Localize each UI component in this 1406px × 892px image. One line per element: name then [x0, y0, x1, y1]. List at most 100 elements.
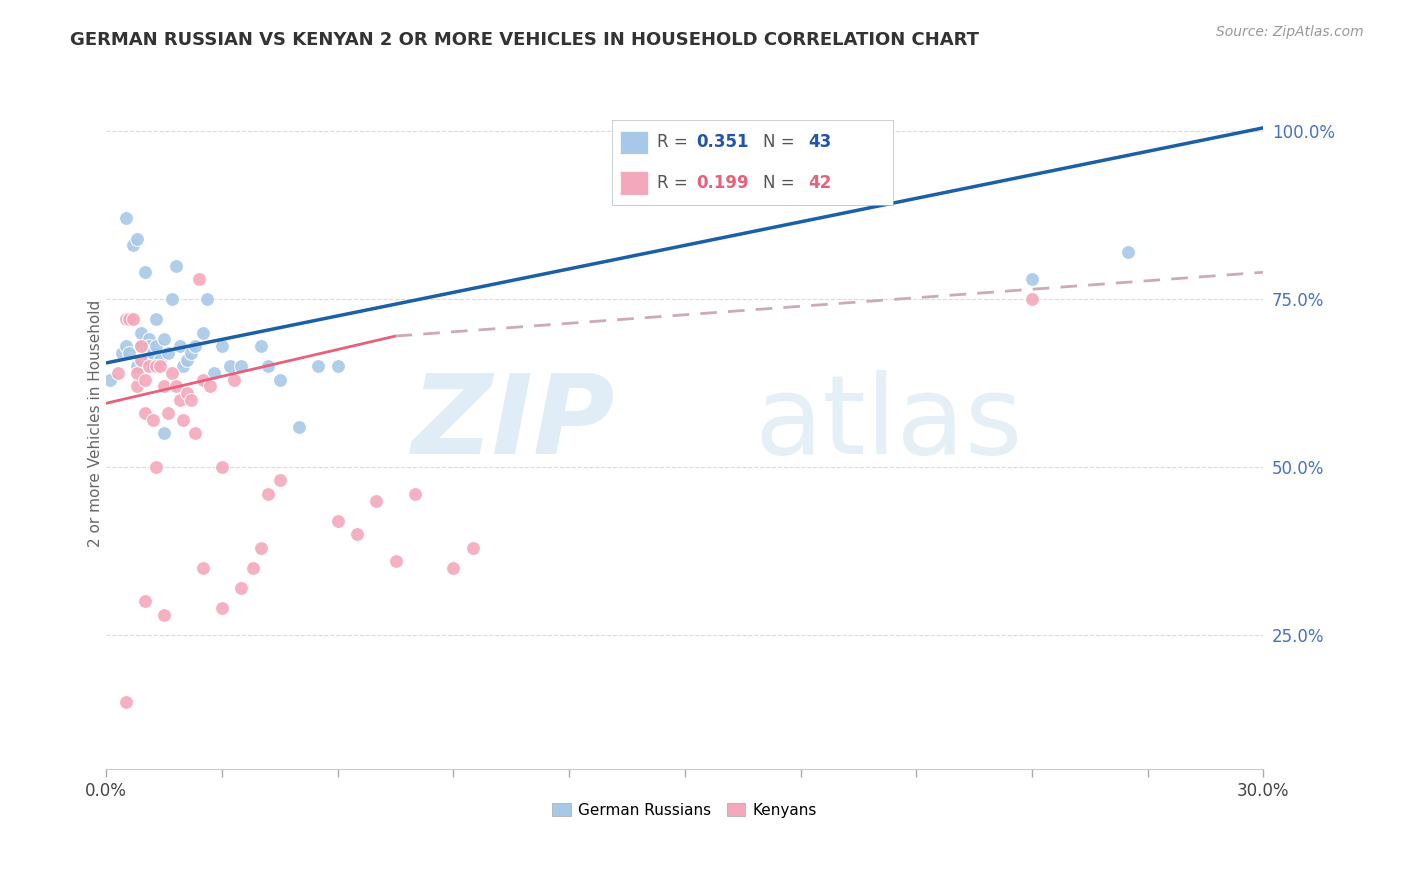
Point — [461, 541, 484, 555]
Point — [191, 561, 214, 575]
Point — [307, 359, 329, 374]
Point — [153, 426, 176, 441]
Point — [222, 373, 245, 387]
Point — [231, 581, 253, 595]
Point — [134, 594, 156, 608]
Point — [129, 326, 152, 340]
Point — [156, 346, 179, 360]
Text: N =: N = — [763, 134, 800, 152]
Text: R =: R = — [657, 174, 693, 192]
Point — [145, 312, 167, 326]
Point — [141, 346, 163, 360]
Text: Source: ZipAtlas.com: Source: ZipAtlas.com — [1216, 25, 1364, 39]
Point — [149, 359, 172, 374]
Text: 0.351: 0.351 — [696, 134, 748, 152]
Point — [249, 339, 271, 353]
Point — [153, 333, 176, 347]
Point — [114, 339, 136, 353]
Point — [114, 211, 136, 226]
Point — [118, 346, 141, 360]
Point — [231, 359, 253, 374]
Point — [145, 339, 167, 353]
Point — [172, 359, 194, 374]
Point — [122, 238, 145, 252]
Text: 42: 42 — [808, 174, 832, 192]
Text: R =: R = — [657, 134, 693, 152]
Point — [98, 373, 121, 387]
Point — [211, 339, 233, 353]
Text: GERMAN RUSSIAN VS KENYAN 2 OR MORE VEHICLES IN HOUSEHOLD CORRELATION CHART: GERMAN RUSSIAN VS KENYAN 2 OR MORE VEHIC… — [70, 31, 980, 49]
Point — [122, 312, 145, 326]
Point — [165, 259, 187, 273]
Text: 43: 43 — [808, 134, 832, 152]
Point — [114, 695, 136, 709]
Point — [134, 265, 156, 279]
Point — [156, 406, 179, 420]
Point — [107, 366, 129, 380]
Point — [172, 413, 194, 427]
Point — [180, 346, 202, 360]
Point — [141, 359, 163, 374]
Legend: German Russians, Kenyans: German Russians, Kenyans — [547, 797, 824, 824]
Point — [129, 339, 152, 353]
Point — [180, 392, 202, 407]
Point — [145, 359, 167, 374]
Text: atlas: atlas — [754, 370, 1022, 477]
Point — [138, 333, 160, 347]
Text: N =: N = — [763, 174, 800, 192]
Point — [169, 392, 191, 407]
Point — [384, 554, 406, 568]
Point — [366, 493, 388, 508]
Point — [129, 352, 152, 367]
Point — [138, 359, 160, 374]
Point — [187, 272, 209, 286]
Point — [1118, 245, 1140, 260]
Point — [149, 352, 172, 367]
Point — [127, 379, 149, 393]
Point — [211, 601, 233, 615]
Point — [195, 292, 218, 306]
Point — [111, 346, 134, 360]
Y-axis label: 2 or more Vehicles in Household: 2 or more Vehicles in Household — [87, 300, 103, 547]
Point — [127, 359, 149, 374]
Point — [165, 379, 187, 393]
Point — [1021, 292, 1043, 306]
Point — [257, 487, 280, 501]
Point — [184, 426, 207, 441]
Point — [326, 359, 349, 374]
Point — [153, 607, 176, 622]
Point — [169, 339, 191, 353]
Point — [118, 312, 141, 326]
Point — [211, 460, 233, 475]
Point — [288, 419, 311, 434]
Point — [114, 312, 136, 326]
Point — [218, 359, 240, 374]
Point — [153, 379, 176, 393]
Point — [269, 474, 291, 488]
Point — [441, 561, 464, 575]
FancyBboxPatch shape — [620, 171, 648, 195]
Point — [127, 366, 149, 380]
Point — [249, 541, 271, 555]
Point — [134, 346, 156, 360]
Text: 0.199: 0.199 — [696, 174, 748, 192]
Point — [160, 366, 183, 380]
FancyBboxPatch shape — [620, 130, 648, 154]
Point — [129, 339, 152, 353]
Point — [134, 373, 156, 387]
Point — [200, 379, 222, 393]
Text: ZIP: ZIP — [412, 370, 616, 477]
Point — [160, 292, 183, 306]
Point — [257, 359, 280, 374]
Point — [326, 514, 349, 528]
Point — [191, 326, 214, 340]
Point — [1021, 272, 1043, 286]
Point — [176, 386, 198, 401]
Point — [404, 487, 426, 501]
Point — [127, 232, 149, 246]
Point — [145, 460, 167, 475]
Point — [242, 561, 264, 575]
Point — [176, 352, 198, 367]
Point — [134, 406, 156, 420]
Point — [191, 373, 214, 387]
